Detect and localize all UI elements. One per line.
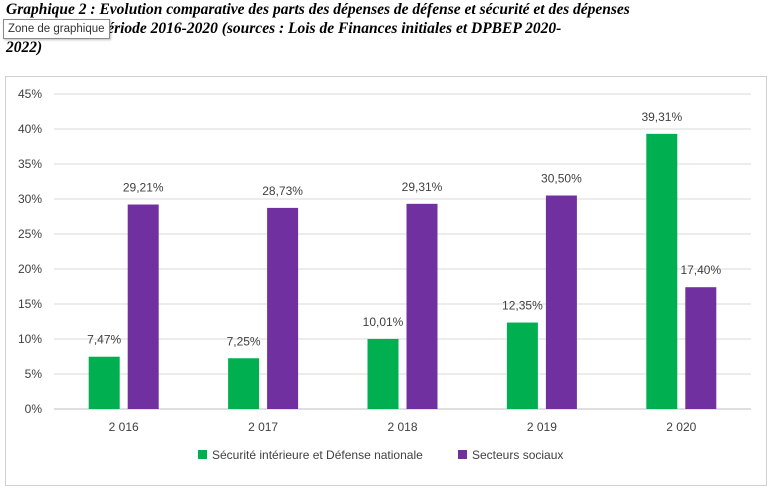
data-label: 30,50% (541, 172, 582, 186)
bar (406, 203, 438, 409)
data-label: 12,35% (502, 299, 543, 313)
bar (88, 356, 120, 409)
x-tick-label: 2 016 (109, 420, 139, 434)
y-tick-label: 15% (18, 297, 42, 311)
bar (646, 133, 678, 409)
bar (267, 207, 299, 409)
legend-label: Sécurité intérieure et Défense nationale (212, 448, 423, 462)
caption-line-3: 2022) (6, 39, 43, 56)
legend-swatch (198, 450, 207, 459)
bar (367, 338, 399, 409)
y-tick-label: 0% (25, 402, 43, 416)
x-tick-label: 2 020 (666, 420, 696, 434)
y-tick-label: 30% (18, 192, 42, 206)
bar (545, 195, 577, 409)
y-tick-label: 35% (18, 157, 42, 171)
bar-chart: 0% 5% 10% 15% 20% 25% 30% 35% 40% 45% 7,47% 29,21% 2… (18, 87, 751, 462)
caption-line-1: Graphique 2 : Evolution comparative des … (6, 1, 630, 18)
data-label: 29,31% (402, 180, 443, 194)
data-label: 28,73% (262, 184, 303, 198)
x-tick-label: 2 017 (248, 420, 278, 434)
legend-swatch (458, 450, 467, 459)
chart-caption: Graphique 2 : Evolution comparative des … (6, 0, 766, 57)
bar (506, 322, 538, 409)
y-tick-label: 45% (18, 87, 42, 101)
y-tick-label: 10% (18, 332, 42, 346)
x-tick-label: 2 018 (387, 420, 417, 434)
chart-area-tooltip: Zone de graphique (3, 19, 110, 39)
data-label: 7,25% (227, 334, 261, 348)
data-label: 29,21% (123, 181, 164, 195)
data-label: 39,31% (641, 110, 682, 124)
data-label: 10,01% (363, 315, 404, 329)
bar (685, 287, 717, 409)
data-label: 7,47% (87, 333, 121, 347)
bar (127, 204, 159, 409)
x-tick-label: 2 019 (527, 420, 557, 434)
y-tick-label: 25% (18, 227, 42, 241)
legend-label: Secteurs sociaux (472, 448, 563, 462)
chart-area[interactable]: 0% 5% 10% 15% 20% 25% 30% 35% 40% 45% 7,47% 29,21% 2… (5, 76, 767, 486)
data-label: 17,40% (680, 263, 721, 277)
bar (228, 358, 260, 409)
caption-line-2: sociaux sur la période 2016-2020 (source… (6, 20, 562, 37)
y-tick-label: 5% (25, 367, 43, 381)
y-tick-label: 20% (18, 262, 42, 276)
y-tick-label: 40% (18, 122, 42, 136)
